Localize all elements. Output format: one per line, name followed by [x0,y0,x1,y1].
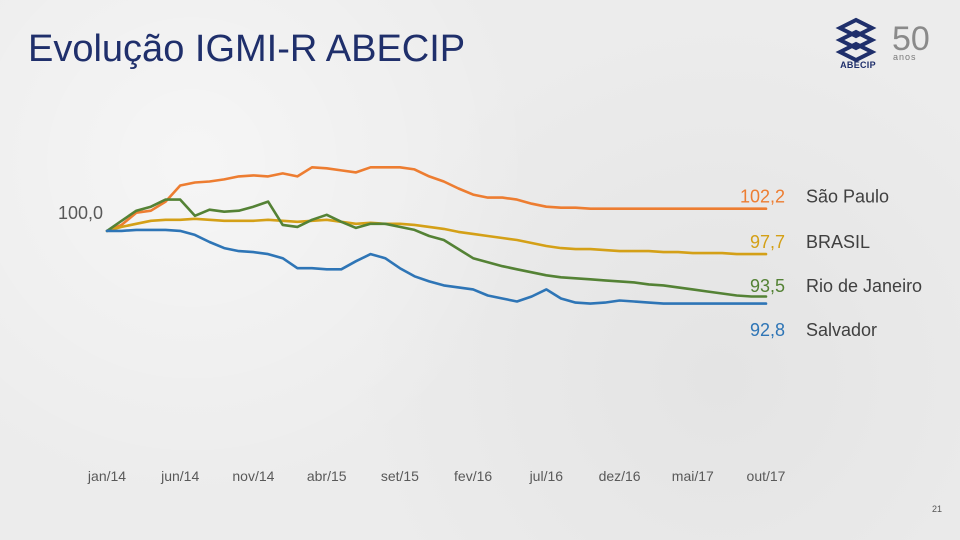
page-number: 21 [931,504,942,514]
series-name-label-1: BRASIL [806,232,870,252]
x-tick-label-4: set/15 [381,468,419,484]
end-value-label-3: 92,8 [750,320,785,340]
series-line-2 [105,198,768,298]
end-value-label-1: 97,7 [750,232,785,252]
x-tick-label-2: nov/14 [232,468,274,484]
series-name-label-3: Salvador [806,320,877,340]
x-tick-label-9: out/17 [747,468,786,484]
anniversary-number: 50 [892,20,930,58]
slide-title: Evolução IGMI-R ABECIP [28,28,466,70]
abecip-logo: 50 [835,17,930,63]
start-value-label: 100,0 [58,203,103,223]
series-name-label-2: Rio de Janeiro [806,276,922,296]
x-tick-label-5: fev/16 [454,468,492,484]
x-tick-label-1: jun/14 [160,468,199,484]
end-value-label-0: 102,2 [740,187,785,207]
series-name-label-0: São Paulo [806,187,889,207]
x-tick-label-6: jul/16 [529,468,564,484]
x-tick-label-7: dez/16 [599,468,641,484]
end-value-label-2: 93,5 [750,276,785,296]
logo-anniversary-word: anos [893,52,917,62]
abecip-emblem-icon [835,17,877,63]
series-line-3 [105,228,768,305]
x-tick-label-8: mai/17 [672,468,714,484]
logo-brand-text: ABECIP [840,60,876,70]
x-tick-label-3: abr/15 [307,468,347,484]
x-tick-label-0: jan/14 [87,468,126,484]
series-line-1 [105,217,768,256]
series-line-0 [105,166,768,233]
